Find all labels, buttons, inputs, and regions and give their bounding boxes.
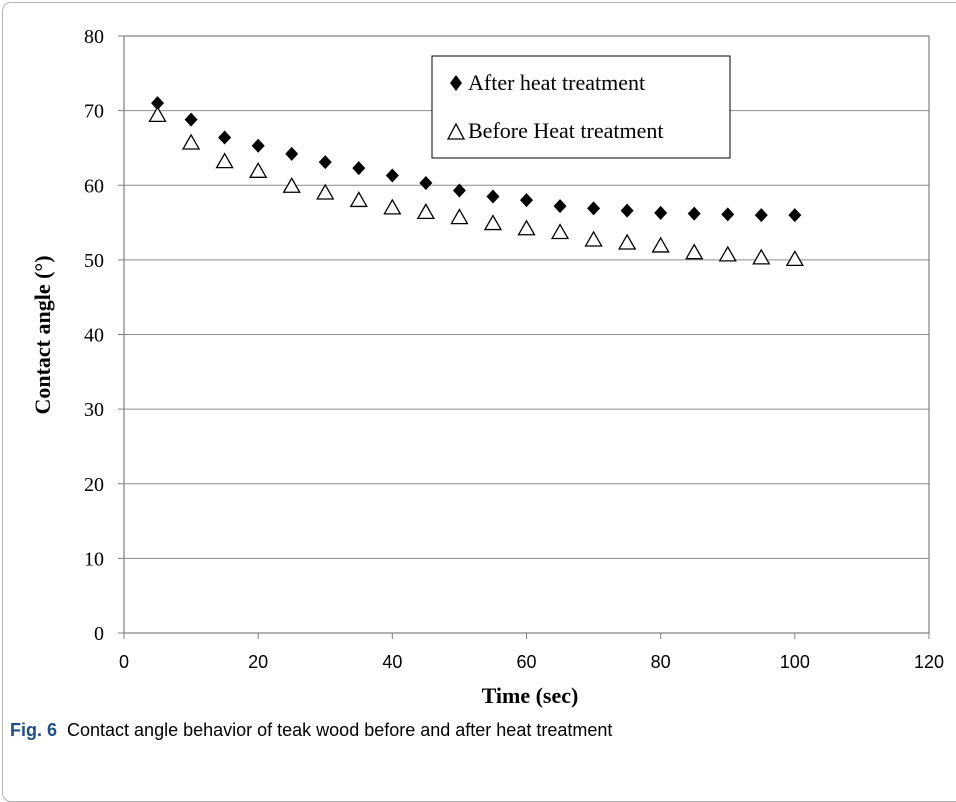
x-tick-label: 100 [780, 652, 810, 672]
point-after-heat [620, 203, 634, 218]
point-before-heat [718, 245, 737, 262]
y-axis-ticks: 0 10 20 30 40 50 60 70 80 [84, 26, 124, 645]
point-before-heat [517, 219, 536, 236]
y-tick-label: 70 [84, 101, 104, 123]
point-after-heat [754, 208, 768, 223]
point-before-heat [483, 214, 503, 231]
point-before-heat [181, 133, 201, 150]
caption-figure-label: Fig. 6 [10, 720, 58, 740]
y-axis-title: Contact angle (°) [30, 255, 55, 414]
x-tick-label: 40 [382, 652, 402, 672]
legend: After heat treatment Before Heat treatme… [431, 55, 731, 159]
point-after-heat [151, 96, 165, 111]
figure-caption: Fig. 6 Contact angle behavior of teak woo… [10, 720, 612, 741]
point-after-heat [553, 199, 567, 214]
x-tick-label: 60 [516, 652, 536, 672]
point-before-heat [316, 183, 335, 200]
point-before-heat [282, 176, 301, 193]
x-tick-label: 20 [248, 652, 268, 672]
point-before-heat [651, 236, 670, 253]
legend-marker-triangle-icon [446, 122, 466, 140]
point-before-heat [685, 243, 704, 260]
y-tick-label: 50 [84, 250, 104, 272]
point-before-heat [249, 162, 268, 178]
legend-label-after: After heat treatment [468, 70, 645, 95]
point-after-heat [788, 208, 802, 223]
point-before-heat [752, 248, 771, 265]
point-after-heat [654, 205, 668, 220]
point-after-heat [520, 193, 533, 208]
point-after-heat [218, 130, 232, 145]
x-axis-title: Time (sec) [482, 683, 579, 708]
point-before-heat [785, 250, 804, 267]
y-tick-label: 60 [84, 175, 104, 197]
caption-text: Contact angle behavior of teak wood befo… [67, 720, 613, 740]
point-after-heat [721, 207, 735, 222]
legend-marker-diamond-icon [450, 75, 462, 91]
x-axis-ticks: 0 20 40 60 80 100 120 [119, 633, 944, 672]
y-tick-label: 30 [84, 399, 104, 421]
y-tick-label: 40 [84, 325, 104, 347]
y-tick-label: 80 [84, 26, 104, 48]
point-after-heat [184, 112, 198, 127]
point-before-heat [584, 230, 603, 247]
y-tick-label: 20 [84, 474, 104, 496]
point-after-heat [352, 161, 366, 176]
legend-box [431, 55, 731, 159]
point-after-heat [385, 168, 399, 183]
scatter-chart: 0 10 20 30 40 50 60 70 80 0 20 40 60 80 100 120 Time (… [30, 26, 944, 708]
point-after-heat [687, 206, 701, 221]
point-before-heat [416, 203, 435, 220]
legend-label-before: Before Heat treatment [468, 118, 663, 143]
point-before-heat [450, 208, 469, 225]
point-before-heat [215, 152, 234, 169]
point-before-heat [383, 198, 402, 215]
x-tick-label: 120 [914, 652, 944, 672]
data-points [148, 96, 804, 267]
point-after-heat [285, 146, 299, 161]
point-after-heat [587, 201, 601, 216]
point-after-heat [452, 183, 466, 198]
point-before-heat [148, 106, 167, 123]
x-tick-label: 80 [651, 652, 671, 672]
y-tick-label: 0 [94, 623, 104, 645]
x-tick-label: 0 [119, 652, 129, 672]
y-tick-label: 10 [84, 548, 104, 570]
point-before-heat [618, 233, 637, 250]
point-before-heat [550, 223, 570, 240]
point-before-heat [349, 191, 368, 208]
grid-lines [124, 110, 929, 559]
point-after-heat [251, 138, 265, 153]
point-after-heat [419, 176, 433, 191]
point-after-heat [486, 189, 500, 204]
point-after-heat [318, 155, 332, 170]
